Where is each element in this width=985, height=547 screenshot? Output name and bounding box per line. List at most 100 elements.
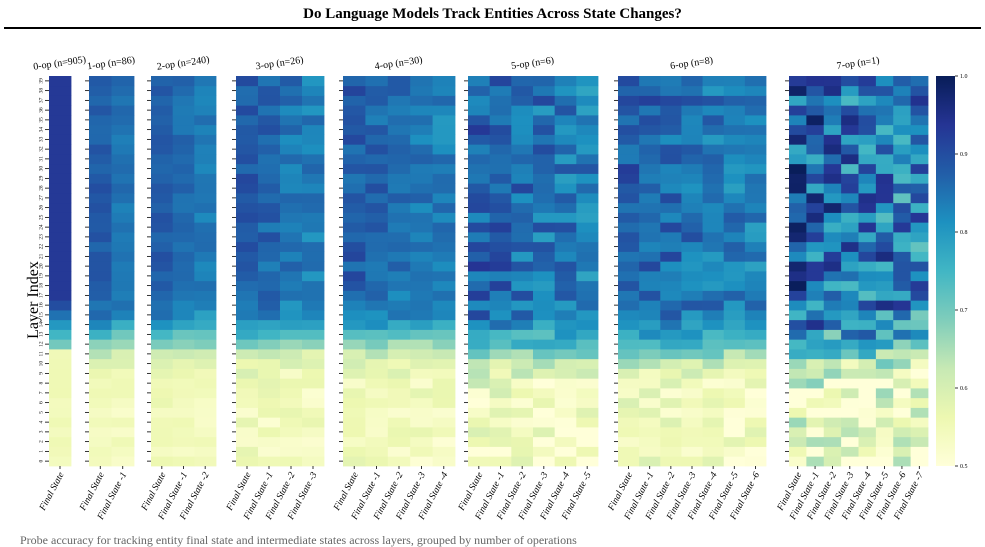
heatmap-cell — [172, 427, 195, 438]
y-tick-label: 9 — [38, 372, 44, 375]
heatmap-cell — [410, 358, 433, 369]
heatmap-cell — [858, 280, 877, 291]
heatmap-cell — [511, 407, 534, 418]
heatmap-cell — [618, 76, 640, 87]
heatmap-cell — [468, 271, 491, 282]
heatmap-cell — [875, 456, 894, 467]
heatmap-cell — [858, 163, 877, 174]
heatmap-cell — [410, 290, 433, 301]
heatmap-cell — [858, 446, 877, 457]
heatmap-cell — [410, 202, 433, 213]
heatmap-cell — [280, 241, 303, 252]
heatmap-cell — [280, 417, 303, 428]
heatmap-cell — [280, 95, 303, 106]
heatmap-cell — [387, 280, 411, 291]
heatmap-cell — [660, 280, 682, 291]
heatmap-cell — [660, 349, 682, 360]
heatmap-cell — [410, 173, 433, 184]
heatmap-cell — [194, 134, 217, 145]
heatmap-cell — [823, 261, 842, 272]
heatmap-cell — [744, 407, 767, 418]
heatmap-cell — [533, 456, 556, 467]
heatmap-cell — [618, 241, 640, 252]
heatmap-cell — [681, 280, 703, 291]
heatmap-cell — [236, 339, 259, 350]
heatmap-cell — [410, 329, 433, 340]
heatmap-cell — [89, 232, 112, 243]
heatmap-cell — [410, 85, 433, 96]
heatmap-cell — [618, 154, 640, 165]
heatmap-cell — [258, 368, 281, 379]
heatmap-cell — [744, 193, 767, 204]
heatmap-cell — [789, 436, 807, 447]
heatmap-cell — [302, 154, 325, 165]
heatmap-cell — [194, 241, 217, 252]
heatmap-cell — [236, 241, 259, 252]
heatmap-cell — [639, 173, 661, 184]
heatmap-cell — [744, 446, 767, 457]
heatmap-cell — [432, 173, 456, 184]
heatmap-cell — [806, 310, 825, 321]
heatmap-cell — [841, 378, 859, 389]
heatmap-cell — [702, 407, 725, 418]
heatmap-cell — [789, 232, 807, 243]
heatmap-cell — [89, 202, 112, 213]
heatmap-cell — [660, 222, 682, 233]
heatmap-cell — [702, 319, 725, 330]
heatmap-cell — [618, 173, 640, 184]
heatmap-cell — [858, 85, 877, 96]
heatmap-cell — [343, 280, 366, 291]
heatmap-cell — [744, 290, 767, 301]
heatmap-cell — [432, 154, 456, 165]
heatmap-cell — [236, 319, 259, 330]
heatmap-cell — [806, 163, 825, 174]
heatmap-cell — [660, 144, 682, 155]
heatmap-cell — [806, 300, 825, 311]
heatmap-cell — [789, 183, 807, 194]
heatmap-cell — [194, 310, 217, 321]
heatmap-cell — [343, 241, 366, 252]
heatmap-cell — [723, 95, 746, 106]
heatmap-cell — [858, 95, 877, 106]
heatmap-cell — [639, 76, 661, 87]
heatmap-cell — [744, 280, 767, 291]
heatmap-cell — [841, 436, 859, 447]
heatmap-cell — [576, 115, 599, 126]
heatmap-cell — [533, 358, 556, 369]
heatmap-cell — [576, 95, 599, 106]
heatmap-cell — [258, 95, 281, 106]
heatmap-cell — [806, 124, 825, 135]
heatmap-cell — [533, 368, 556, 379]
heatmap-cell — [432, 232, 456, 243]
heatmap-cell — [841, 271, 859, 282]
heatmap-cell — [280, 388, 303, 399]
heatmap-cell — [432, 300, 456, 311]
heatmap-cell — [468, 319, 491, 330]
heatmap-cell — [639, 368, 661, 379]
heatmap-cell — [280, 397, 303, 408]
y-tick-label: 35 — [38, 117, 44, 123]
heatmap-cell — [702, 163, 725, 174]
heatmap-cell — [365, 85, 389, 96]
heatmap-cell — [639, 358, 661, 369]
heatmap-cell — [111, 280, 135, 291]
heatmap-cell — [533, 261, 556, 272]
heatmap-cell — [343, 319, 366, 330]
heatmap-cell — [875, 193, 894, 204]
heatmap-cell — [618, 388, 640, 399]
heatmap-cell — [744, 241, 767, 252]
heatmap-cell — [365, 105, 389, 116]
heatmap-cell — [618, 183, 640, 194]
heatmap-cell — [468, 212, 491, 223]
heatmap-cell — [511, 193, 534, 204]
heatmap-cell — [576, 222, 599, 233]
heatmap-cell — [280, 115, 303, 126]
y-tick-label: 28 — [38, 185, 44, 191]
heatmap-cell — [789, 339, 807, 350]
heatmap-cell — [823, 134, 842, 145]
y-tick-label: 23 — [38, 234, 44, 240]
heatmap-cell — [151, 193, 174, 204]
heatmap-cell — [789, 290, 807, 301]
heatmap-cell — [875, 85, 894, 96]
heatmap-cell — [875, 310, 894, 321]
